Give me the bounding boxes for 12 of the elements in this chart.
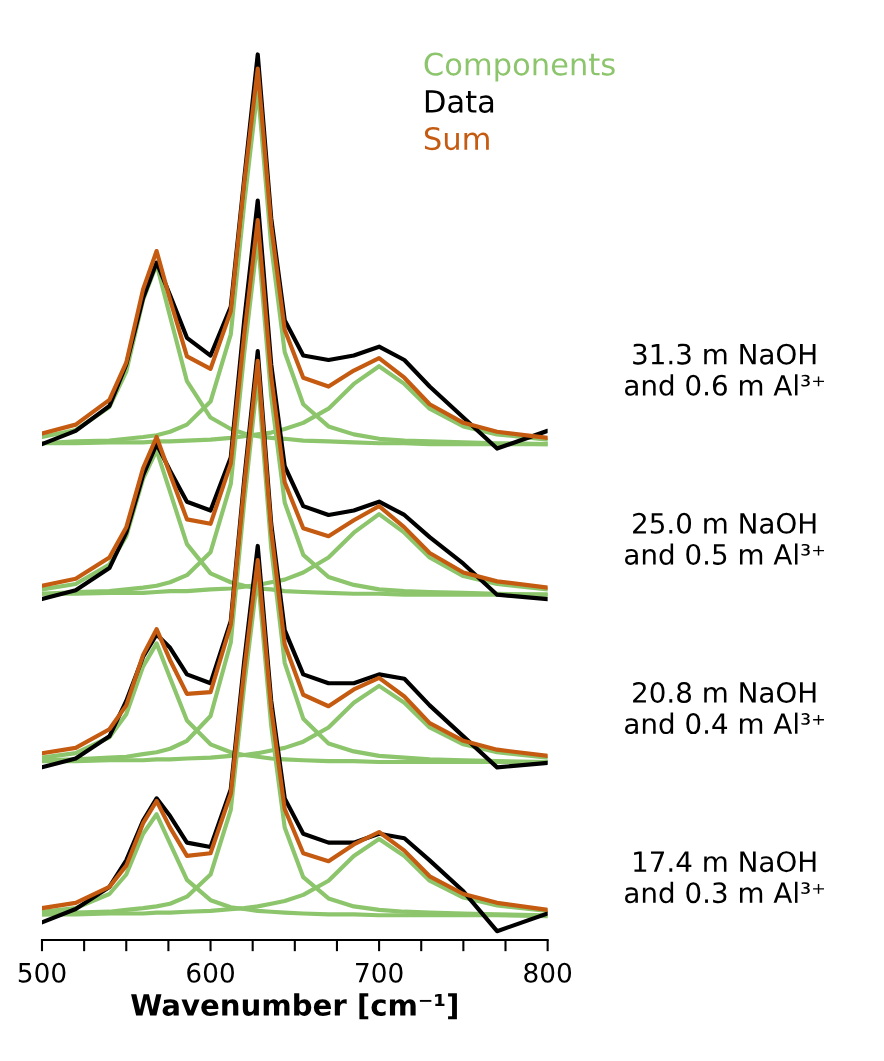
text: Data xyxy=(425,90,494,113)
text: 31.3 m NaOH and 0.6 m Al³⁺ xyxy=(625,343,825,396)
text: Components xyxy=(424,52,615,82)
x-axis-title: Wavenumber [cm⁻¹] xyxy=(131,993,457,1020)
x-tick-label: 700 xyxy=(356,962,403,983)
text: 17.4 m NaOH and 0.3 m Al³⁺ xyxy=(625,851,825,904)
text: 25.0 m NaOH and 0.5 m Al³⁺ xyxy=(625,512,825,565)
x-tick-label: 800 xyxy=(524,962,572,983)
text: 20.8 m NaOH and 0.4 m Al³⁺ xyxy=(625,681,825,735)
x-tick-label: 500 xyxy=(18,962,66,983)
text: Sum xyxy=(424,127,489,151)
x-tick-label: 600 xyxy=(187,962,234,983)
